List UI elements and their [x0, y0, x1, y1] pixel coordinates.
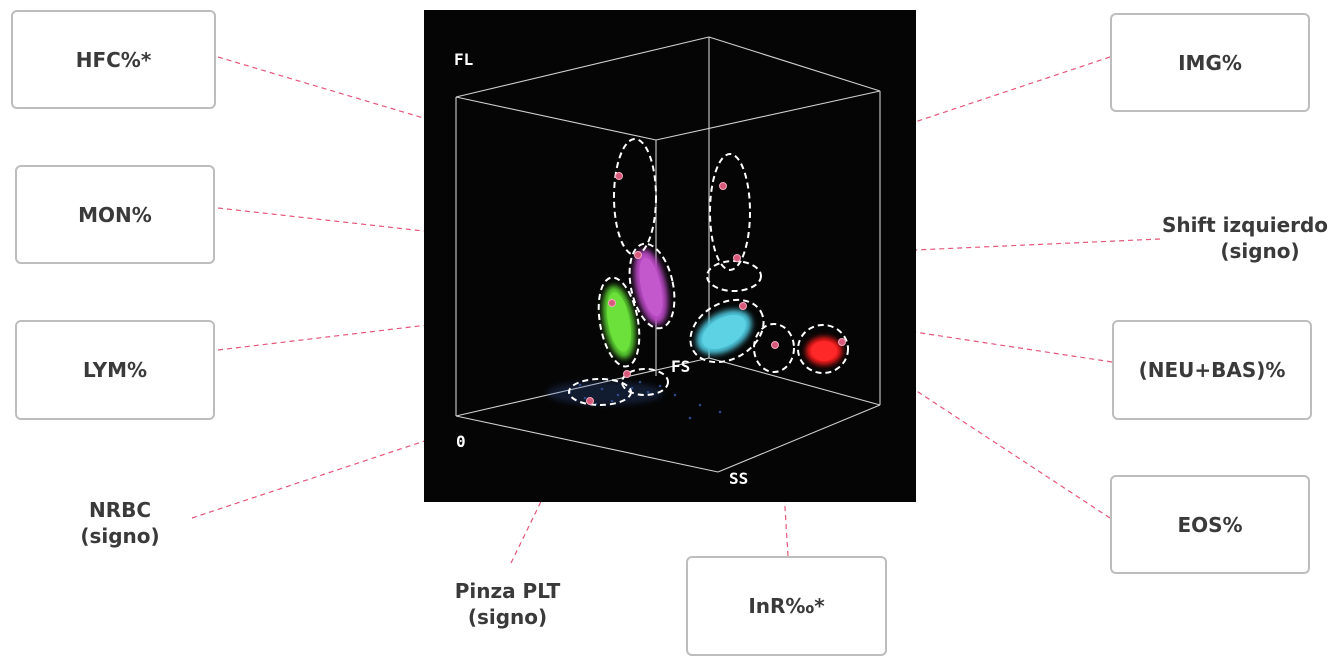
label-shift: Shift izquierdo (signo)	[1150, 212, 1340, 264]
connector-hfc	[217, 56, 620, 177]
label-mon: MON%	[15, 165, 215, 264]
label-nrbc: NRBC (signo)	[40, 497, 200, 549]
label-plt-line1: Pinza PLT	[454, 579, 561, 603]
label-img-text: IMG%	[1178, 50, 1242, 75]
connector-lym	[217, 302, 613, 351]
axis-label-ss: SS	[729, 469, 748, 488]
marker-nrbc	[623, 370, 631, 378]
cluster-eos	[806, 337, 842, 365]
label-neubas: (NEU+BAS)%	[1112, 320, 1312, 420]
label-hfc: HFC%*	[11, 10, 216, 109]
label-img: IMG%	[1110, 13, 1310, 112]
connector-img	[722, 56, 1111, 187]
label-eos: EOS%	[1110, 475, 1310, 574]
marker-mon	[634, 251, 642, 259]
label-lym: LYM%	[15, 320, 215, 420]
label-shift-line2: (signo)	[1220, 239, 1300, 263]
cluster-markers	[586, 172, 846, 405]
cluster-mon	[634, 249, 668, 325]
axis-label-fs: FS	[671, 357, 690, 376]
label-plt: Pinza PLT (signo)	[420, 578, 595, 630]
cluster-nrbc	[547, 380, 722, 420]
label-shift-line1: Shift izquierdo	[1161, 213, 1329, 237]
label-lym-text: LYM%	[82, 358, 148, 382]
label-inr: InR‰*	[686, 556, 887, 656]
marker-neubas	[739, 302, 747, 310]
marker-img	[719, 182, 727, 190]
scattergram-3d: FL FS SS 0	[424, 10, 916, 502]
marker-eos	[838, 338, 846, 346]
label-mon-text: MON%	[78, 202, 152, 227]
axis-label-origin: 0	[456, 432, 466, 451]
cluster-neu-bas	[696, 309, 752, 355]
marker-inr	[771, 341, 779, 349]
label-neubas-text: (NEU+BAS)%	[1138, 358, 1286, 382]
label-hfc-text: HFC%*	[75, 47, 152, 72]
label-nrbc-line1: NRBC	[88, 498, 152, 522]
label-plt-line2: (signo)	[467, 605, 548, 629]
label-eos-text: EOS%	[1177, 512, 1243, 537]
marker-plt	[586, 397, 594, 405]
label-inr-text: InR‰*	[748, 594, 825, 618]
marker-lym	[608, 299, 616, 307]
axis-label-fl: FL	[454, 50, 473, 69]
marker-hfc	[615, 172, 623, 180]
marker-shift	[733, 254, 741, 262]
label-nrbc-line2: (signo)	[80, 524, 160, 548]
